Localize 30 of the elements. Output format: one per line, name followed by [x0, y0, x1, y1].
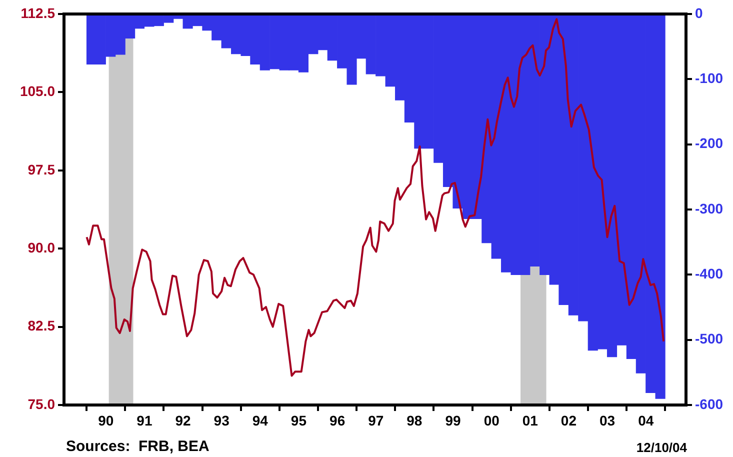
x-tick-label: 04	[638, 412, 654, 428]
y2-tick-label: -400	[695, 266, 724, 282]
y-tick-label: 105.0	[20, 83, 56, 100]
y2-tick-label: 0	[695, 4, 703, 21]
x-tick-label: 90	[98, 412, 114, 428]
y2-tick-label: -100	[695, 70, 724, 86]
y2-tick-label: -600	[695, 396, 724, 412]
x-tick-label: 99	[445, 412, 461, 428]
y-tick-label: 75.0	[28, 396, 56, 412]
x-tick-label: 97	[368, 412, 384, 428]
x-tick-label: 00	[484, 412, 500, 428]
x-tick-label: 01	[522, 412, 538, 428]
y-tick-label: 90.0	[28, 239, 56, 256]
x-tick-label: 91	[136, 412, 152, 428]
x-tick-label: 95	[290, 412, 307, 428]
x-tick-label: 94	[252, 412, 268, 428]
x-tick-label: 03	[599, 412, 616, 428]
x-tick-label: 96	[330, 412, 346, 428]
text: 12/10/04	[636, 440, 687, 455]
x-tick-label: 98	[406, 412, 422, 428]
y-tick-label: 112.5	[20, 4, 56, 21]
source-note: Sources: FRB, BEA	[66, 438, 210, 455]
y-tick-label: 82.5	[28, 318, 56, 334]
y2-tick-label: -200	[695, 135, 724, 152]
y2-tick-label: -300	[695, 200, 724, 216]
x-tick-label: 93	[214, 412, 230, 428]
y-tick-label: 97.5	[28, 161, 56, 178]
y2-tick-label: -500	[695, 330, 724, 347]
x-tick-label: 92	[175, 412, 192, 428]
x-tick-label: 02	[560, 412, 577, 428]
